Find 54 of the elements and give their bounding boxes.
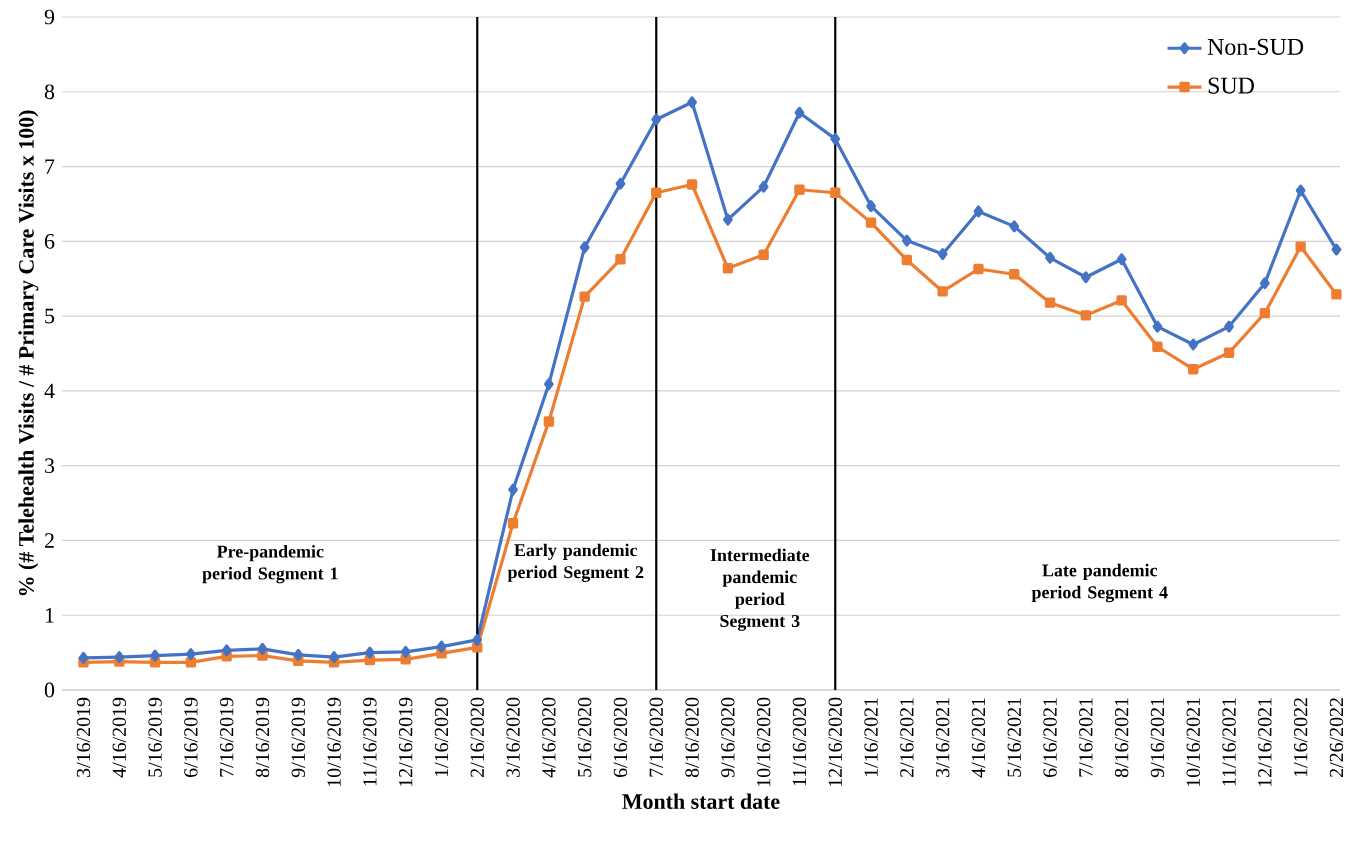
x-axis-title: Month start date [622,793,780,809]
x-tick-label: 3/16/2019 [76,697,91,777]
y-tick-label: 8 [44,84,55,100]
annotation: Intermediate pandemic period Segment 3 [710,548,810,631]
x-tick-label: 6/16/2020 [613,697,628,778]
annotation: Pre-pandemic period Segment 1 [202,545,338,584]
x-tick-label: 2/26/2022 [1329,698,1344,777]
x-tick-label: 9/16/2019 [291,697,305,778]
x-tick-label: 7/16/2020 [649,697,663,777]
x-tick-label: 5/16/2021 [1007,698,1021,777]
x-tick-label: 4/16/2020 [542,697,556,778]
x-tick-label: 12/16/2019 [398,697,413,787]
x-tick-label: 12/16/2020 [828,697,842,787]
x-tick-label: 12/16/2021 [1258,698,1272,787]
x-tick-label: 3/16/2020 [506,697,520,777]
x-tick-label: 7/16/2019 [219,697,234,777]
x-tick-label: 10/16/2021 [1186,698,1200,787]
y-tick-label: 3 [45,458,55,474]
y-tick-label: 1 [45,607,54,623]
x-tick-label: 7/16/2021 [1079,698,1093,777]
y-tick-label: 2 [44,533,54,548]
x-tick-label: 8/16/2020 [685,697,699,778]
x-tick-label: 1/16/2021 [864,698,878,777]
y-tick-label: 4 [44,383,55,399]
x-tick-label: 9/16/2021 [1150,698,1165,778]
x-tick-label: 8/16/2021 [1114,698,1129,778]
x-tick-label: 10/16/2020 [756,697,771,787]
x-tick-label: 11/16/2021 [1222,698,1236,786]
x-tick-label: 5/16/2019 [148,697,162,777]
x-tick-label: 1/16/2020 [434,697,449,777]
x-tick-label: 5/16/2020 [577,697,592,777]
y-tick-label: 5 [45,308,55,324]
x-tick-label: 8/16/2019 [255,697,270,778]
x-tick-label: 10/16/2019 [327,697,341,787]
y-axis-title: % (# Telehealth Visits / # Primary Care Visits x 100) [18,110,39,596]
legend-label: Non-SUD [1207,38,1304,55]
x-tick-label: 11/16/2020 [792,697,807,786]
x-tick-label: 2/16/2021 [900,698,914,777]
y-tick-label: 6 [44,233,55,249]
annotation: Early pandemic period Segment 2 [507,543,644,582]
x-tick-label: 3/16/2021 [935,698,950,777]
x-tick-label: 2/16/2020 [470,697,484,777]
y-tick-label: 9 [44,9,55,25]
x-tick-label: 4/16/2021 [971,698,986,778]
x-tick-label: 11/16/2019 [363,697,377,786]
legend-label: SUD [1208,77,1254,94]
y-tick-label: 0 [44,682,55,698]
x-tick-label: 1/16/2022 [1293,698,1308,777]
x-tick-label: 6/16/2019 [184,697,198,778]
x-tick-label: 9/16/2020 [721,697,735,778]
y-tick-label: 7 [45,159,55,174]
x-tick-label: 4/16/2019 [112,697,126,778]
annotation: Late pandemic period Segment 4 [1031,563,1168,603]
x-tick-label: 6/16/2021 [1043,698,1057,778]
